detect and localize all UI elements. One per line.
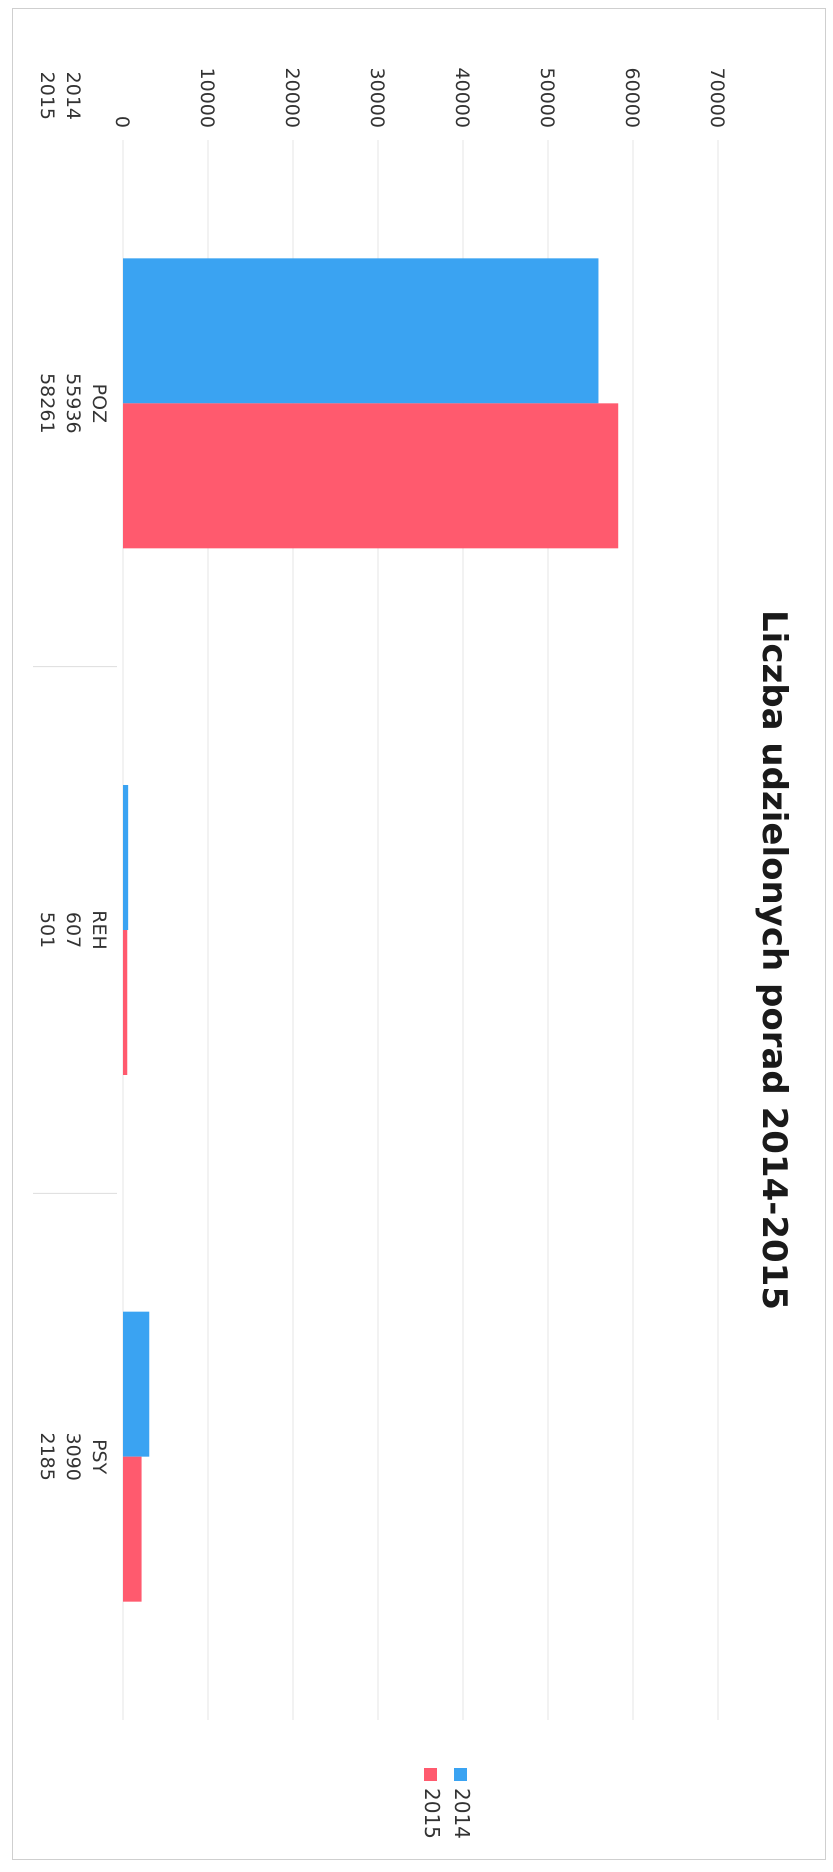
y-tick-label: 0 [111,116,133,128]
y-tick-label: 10000 [196,68,218,128]
y-tick-label: 30000 [366,68,388,128]
chart-title: Liczba udzielonych porad 2014-2015 [754,610,794,1310]
legend-label: 2015 [420,1788,444,1839]
data-label-2015: 2185 [36,1432,58,1480]
y-tick-label: 50000 [536,68,558,128]
bar-reh-2015 [122,930,128,1075]
page-frame [12,8,826,1860]
bar-reh-2014 [122,785,129,930]
bars [122,258,619,1602]
category-label: PSY [88,1439,110,1475]
table-series-header: 2015 [36,72,58,120]
y-tick-label: 60000 [621,68,643,128]
data-label-2014: 3090 [62,1432,84,1480]
category-label: REH [88,910,110,950]
y-tick-label: 70000 [706,68,728,128]
table-series-header: 2014 [62,72,84,120]
bar-psy-2015 [123,1456,142,1602]
bar-psy-2014 [123,1311,150,1457]
data-label-2014: 607 [62,912,84,948]
data-label-2014: 55936 [62,373,84,433]
category-label: POZ [88,384,110,423]
legend-swatch [454,1768,467,1781]
bar-poz-2015 [123,403,619,549]
legend-swatch [424,1768,437,1781]
data-label-2015: 501 [36,912,58,948]
legend-label: 2014 [450,1788,474,1839]
y-tick-label: 40000 [451,68,473,128]
y-tick-label: 20000 [281,68,303,128]
data-label-2015: 58261 [36,373,58,433]
bar-poz-2014 [123,258,599,404]
y-axis-ticks: 0 10000 20000 30000 40000 50000 60000 70000 [111,68,728,128]
